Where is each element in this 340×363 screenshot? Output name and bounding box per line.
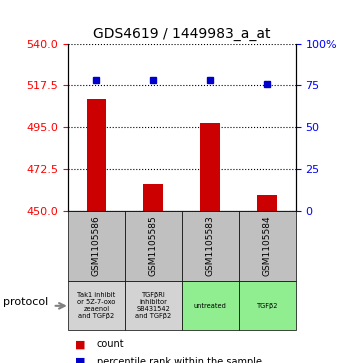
Text: protocol: protocol	[3, 297, 49, 307]
Text: ■: ■	[75, 357, 85, 363]
Text: TGFβ2: TGFβ2	[257, 303, 278, 309]
Text: TGFβRI
inhibitor
SB431542
and TGFβ2: TGFβRI inhibitor SB431542 and TGFβ2	[135, 292, 172, 319]
Bar	[200, 123, 220, 211]
Text: GSM1105585: GSM1105585	[149, 216, 158, 276]
Text: untreated: untreated	[194, 303, 227, 309]
Bar	[86, 99, 106, 211]
Text: ■: ■	[75, 339, 85, 350]
Title: GDS4619 / 1449983_a_at: GDS4619 / 1449983_a_at	[93, 27, 271, 41]
Text: GSM1105586: GSM1105586	[92, 216, 101, 276]
Text: count: count	[97, 339, 124, 350]
Bar	[143, 184, 164, 211]
Text: GSM1105584: GSM1105584	[263, 216, 272, 276]
Bar	[257, 195, 277, 211]
Text: percentile rank within the sample: percentile rank within the sample	[97, 357, 262, 363]
Text: GSM1105583: GSM1105583	[206, 216, 215, 276]
Text: Tak1 inhibit
or 5Z-7-oxo
zeaenol
and TGFβ2: Tak1 inhibit or 5Z-7-oxo zeaenol and TGF…	[77, 292, 116, 319]
